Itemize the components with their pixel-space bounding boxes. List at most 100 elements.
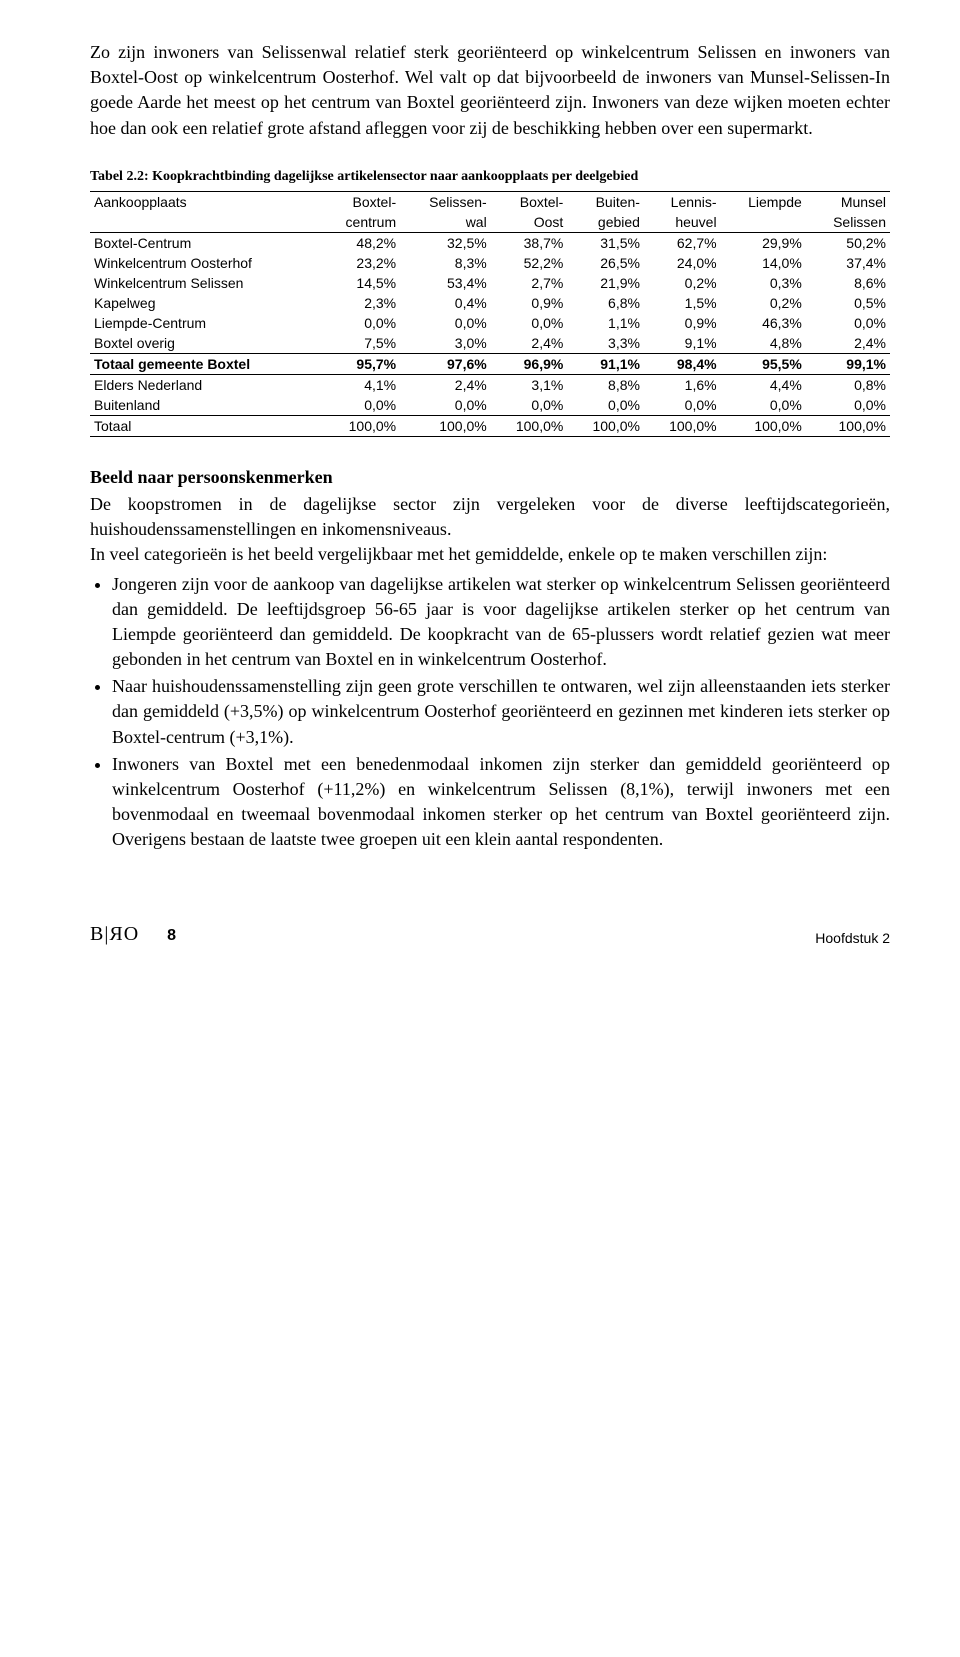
page-number: 8 [167, 927, 176, 945]
table-cell: 32,5% [400, 232, 491, 253]
col-header: Liempde [721, 191, 806, 212]
table-cell: 0,9% [491, 293, 568, 313]
table-cell: 8,6% [806, 273, 890, 293]
table-cell: 0,0% [400, 395, 491, 416]
col-header: Oost [491, 212, 568, 233]
table-cell: 48,2% [319, 232, 400, 253]
table-cell: 14,0% [721, 253, 806, 273]
table-cell: 3,1% [491, 374, 568, 395]
table-row: Winkelcentrum Oosterhof23,2%8,3%52,2%26,… [90, 253, 890, 273]
table-cell: 100,0% [806, 415, 890, 436]
table-cell: 100,0% [567, 415, 644, 436]
table-cell: 2,4% [491, 333, 568, 354]
table-cell: 8,8% [567, 374, 644, 395]
table-cell: 0,0% [806, 313, 890, 333]
table-cell: 8,3% [400, 253, 491, 273]
document-page: Zo zijn inwoners van Selissenwal relatie… [0, 0, 960, 976]
table-row: Elders Nederland4,1%2,4%3,1%8,8%1,6%4,4%… [90, 374, 890, 395]
row-label: Totaal [90, 415, 319, 436]
table-cell: 100,0% [400, 415, 491, 436]
table-cell: 0,0% [319, 313, 400, 333]
table-row: Buitenland0,0%0,0%0,0%0,0%0,0%0,0%0,0% [90, 395, 890, 416]
col-header: heuvel [644, 212, 721, 233]
col-header: Selissen [806, 212, 890, 233]
table-cell: 100,0% [721, 415, 806, 436]
table-cell: 0,0% [567, 395, 644, 416]
table-cell: 1,1% [567, 313, 644, 333]
col-header: Aankoopplaats [90, 191, 319, 212]
table-cell: 95,7% [319, 353, 400, 374]
col-header: Lennis- [644, 191, 721, 212]
table-row: Winkelcentrum Selissen14,5%53,4%2,7%21,9… [90, 273, 890, 293]
table-row: Liempde-Centrum0,0%0,0%0,0%1,1%0,9%46,3%… [90, 313, 890, 333]
table-cell: 0,0% [491, 313, 568, 333]
logo-letter: O [124, 923, 139, 945]
row-label: Winkelcentrum Oosterhof [90, 253, 319, 273]
table-cell: 4,8% [721, 333, 806, 354]
table-row: Boxtel overig7,5%3,0%2,4%3,3%9,1%4,8%2,4… [90, 333, 890, 354]
table-cell: 31,5% [567, 232, 644, 253]
table-cell: 50,2% [806, 232, 890, 253]
table-cell: 1,5% [644, 293, 721, 313]
row-label: Winkelcentrum Selissen [90, 273, 319, 293]
data-table: Aankoopplaats Boxtel- Selissen- Boxtel- … [90, 191, 890, 437]
table-cell: 2,3% [319, 293, 400, 313]
row-label: Boxtel overig [90, 333, 319, 354]
table-cell: 96,9% [491, 353, 568, 374]
col-header: Munsel [806, 191, 890, 212]
row-label: Elders Nederland [90, 374, 319, 395]
table-cell: 98,4% [644, 353, 721, 374]
table-cell: 21,9% [567, 273, 644, 293]
col-header [721, 212, 806, 233]
table-cell: 3,3% [567, 333, 644, 354]
section-paragraph: De koopstromen in de dagelijkse sector z… [90, 492, 890, 542]
table-cell: 3,0% [400, 333, 491, 354]
logo-letter: Я [109, 923, 123, 945]
table-row: Boxtel-Centrum48,2%32,5%38,7%31,5%62,7%2… [90, 232, 890, 253]
table-cell: 1,6% [644, 374, 721, 395]
table-cell: 0,0% [491, 395, 568, 416]
table-cell: 62,7% [644, 232, 721, 253]
table-cell: 2,4% [806, 333, 890, 354]
table-cell: 0,0% [806, 395, 890, 416]
table-cell: 23,2% [319, 253, 400, 273]
table-cell: 26,5% [567, 253, 644, 273]
table-cell: 4,4% [721, 374, 806, 395]
table-cell: 0,2% [721, 293, 806, 313]
bullet-item: Jongeren zijn voor de aankoop van dageli… [112, 572, 890, 673]
section-heading: Beeld naar persoonskenmerken [90, 465, 890, 490]
logo-letter: B [90, 923, 104, 945]
intro-paragraph: Zo zijn inwoners van Selissenwal relatie… [90, 40, 890, 141]
table-cell: 52,2% [491, 253, 568, 273]
section-paragraph: In veel categorieën is het beeld vergeli… [90, 542, 890, 567]
table-cell: 100,0% [644, 415, 721, 436]
chapter-label: Hoofdstuk 2 [815, 930, 890, 946]
bullet-item: Inwoners van Boxtel met een benedenmodaa… [112, 752, 890, 853]
section-body: Beeld naar persoonskenmerken De koopstro… [90, 465, 890, 853]
row-label: Totaal gemeente Boxtel [90, 353, 319, 374]
table-cell: 0,9% [644, 313, 721, 333]
col-header: gebied [567, 212, 644, 233]
table-cell: 37,4% [806, 253, 890, 273]
table-cell: 29,9% [721, 232, 806, 253]
col-header: Boxtel- [319, 191, 400, 212]
table-row: Kapelweg2,3%0,4%0,9%6,8%1,5%0,2%0,5% [90, 293, 890, 313]
table-cell: 0,0% [400, 313, 491, 333]
row-label: Liempde-Centrum [90, 313, 319, 333]
table-caption: Tabel 2.2: Koopkrachtbinding dagelijkse … [90, 169, 890, 185]
table-cell: 0,8% [806, 374, 890, 395]
table-cell: 0,0% [721, 395, 806, 416]
table-cell: 6,8% [567, 293, 644, 313]
row-label: Kapelweg [90, 293, 319, 313]
bullet-item: Naar huishoudenssamenstelling zijn geen … [112, 674, 890, 750]
col-header: Selissen- [400, 191, 491, 212]
col-header: wal [400, 212, 491, 233]
table-cell: 4,1% [319, 374, 400, 395]
table-cell: 97,6% [400, 353, 491, 374]
table-cell: 0,0% [319, 395, 400, 416]
table-cell: 100,0% [319, 415, 400, 436]
table-cell: 7,5% [319, 333, 400, 354]
table-cell: 2,4% [400, 374, 491, 395]
table-cell: 0,0% [644, 395, 721, 416]
table-cell: 46,3% [721, 313, 806, 333]
